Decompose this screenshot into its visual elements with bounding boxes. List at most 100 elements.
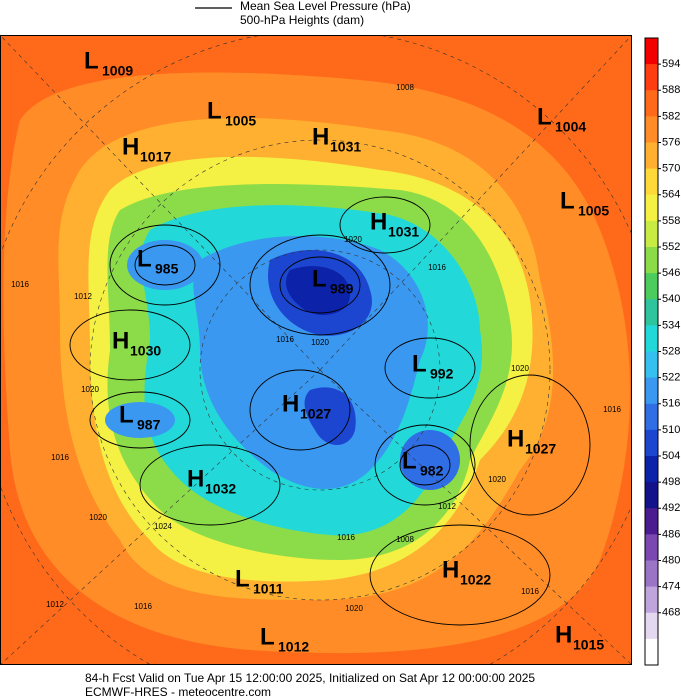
footer-text: 84-h Fcst Valid on Tue Apr 15 12:00:00 2… (85, 671, 535, 685)
colorbar-band (645, 534, 658, 561)
colorbar-label: 516 (662, 398, 680, 410)
center-value: 987 (137, 417, 161, 433)
center-value: 1027 (300, 406, 331, 422)
colorbar-label: 546 (662, 267, 680, 279)
colorbar-band (645, 482, 658, 509)
colorbar-band (645, 586, 658, 614)
colorbar-label: 582 (662, 110, 680, 122)
contour-label: 1016 (428, 263, 446, 272)
contour-label: 1020 (81, 385, 99, 394)
colorbar-band (645, 429, 658, 457)
colorbar-label: 528 (662, 345, 680, 357)
colorbar-band (645, 273, 658, 300)
center-letter: H (507, 425, 524, 452)
colorbar-label: 474 (662, 581, 680, 593)
center-value: 1005 (578, 203, 609, 219)
center-value: 992 (430, 366, 454, 382)
center-letter: H (187, 465, 204, 492)
colorbar-label: 486 (662, 528, 680, 540)
colorbar-label: 558 (662, 215, 680, 227)
map (0, 35, 632, 665)
center-value: 1030 (130, 343, 161, 359)
colorbar-label: 534 (662, 319, 680, 331)
center-letter: L (207, 97, 222, 124)
contour-label: 1024 (154, 522, 172, 531)
center-value: 1012 (278, 639, 309, 655)
center-letter: H (122, 133, 139, 160)
center-value: 1011 (253, 581, 284, 597)
contour-label: 1012 (74, 292, 92, 301)
colorbar-label: 594 (662, 58, 680, 70)
colorbar-label: 576 (662, 136, 680, 148)
center-letter: L (312, 265, 327, 292)
contour-labels: 1008 1020 1016 1016 1012 1020 1016 1020 1024 1012… (11, 83, 621, 613)
colorbar-band (645, 403, 658, 431)
center-letter: L (119, 401, 134, 428)
colorbar-band (645, 64, 658, 91)
colorbar-band (645, 612, 658, 640)
center-letter: L (137, 245, 152, 272)
legend-text: Mean Sea Level Pressure (hPa) (240, 0, 411, 13)
map-border (0, 35, 632, 665)
colorbar-label: 468 (662, 607, 680, 619)
colorbar: 594 588 582 576 570 564 558 552 546 540 534 528 522 5… (644, 37, 680, 666)
contour-label: 1016 (134, 602, 152, 611)
center-value: 985 (155, 261, 179, 277)
center-letter: H (282, 390, 299, 417)
contour-label: 1016 (11, 280, 29, 289)
colorbar-band (645, 220, 658, 248)
center-letter: H (312, 123, 329, 150)
center-value: 1031 (330, 139, 361, 155)
contour-label: 1016 (603, 405, 621, 414)
center-value: 1005 (225, 113, 256, 129)
contour-label: 1020 (511, 364, 529, 373)
colorbar-band (645, 560, 658, 588)
footer-text: ECMWF-HRES - meteocentre.com (85, 685, 271, 699)
center-letter: L (537, 103, 552, 130)
colorbar-label: 522 (662, 372, 680, 384)
colorbar-band (645, 116, 658, 143)
colorbar-label: 480 (662, 554, 680, 566)
center-letter: H (370, 208, 387, 235)
contour-label: 1008 (396, 83, 414, 92)
center-letter: L (402, 447, 417, 474)
contour-label: 1012 (46, 600, 64, 609)
center-letter: H (112, 327, 129, 354)
colorbar-label: 504 (662, 450, 680, 462)
colorbar-band (645, 638, 658, 666)
center-letter: L (260, 623, 275, 650)
contour-label: 1012 (438, 502, 456, 511)
colorbar-band (645, 377, 658, 405)
center-value: 1027 (525, 441, 556, 457)
colorbar-band (645, 142, 658, 170)
contour-label: 1016 (521, 587, 539, 596)
colorbar-band (645, 194, 658, 222)
colorbar-band (645, 38, 658, 65)
colorbar-label: 492 (662, 502, 680, 514)
colorbar-label: 540 (662, 293, 680, 305)
center-letter: L (560, 187, 575, 214)
center-value: 1004 (555, 119, 586, 135)
colorbar-label: 498 (662, 476, 680, 488)
center-letter: L (235, 565, 250, 592)
colorbar-band (645, 90, 658, 117)
center-value: 1031 (388, 224, 419, 240)
colorbar-band (645, 299, 658, 326)
center-value: 982 (420, 463, 444, 479)
colorbar-label: 588 (662, 84, 680, 96)
contour-label: 1020 (345, 604, 363, 613)
colorbar-label: 552 (662, 241, 680, 253)
colorbar-band (645, 168, 658, 196)
colorbar-band (645, 325, 658, 352)
colorbar-label: 510 (662, 424, 680, 436)
center-value: 1032 (205, 481, 236, 497)
colorbar-band (645, 351, 658, 379)
colorbar-band (645, 247, 658, 274)
center-value: 1022 (460, 572, 491, 588)
colorbar-label: 570 (662, 163, 680, 175)
center-letter: L (412, 350, 427, 377)
colorbar-band (645, 508, 658, 535)
contour-label: 1016 (51, 453, 69, 462)
center-letter: H (555, 621, 572, 648)
